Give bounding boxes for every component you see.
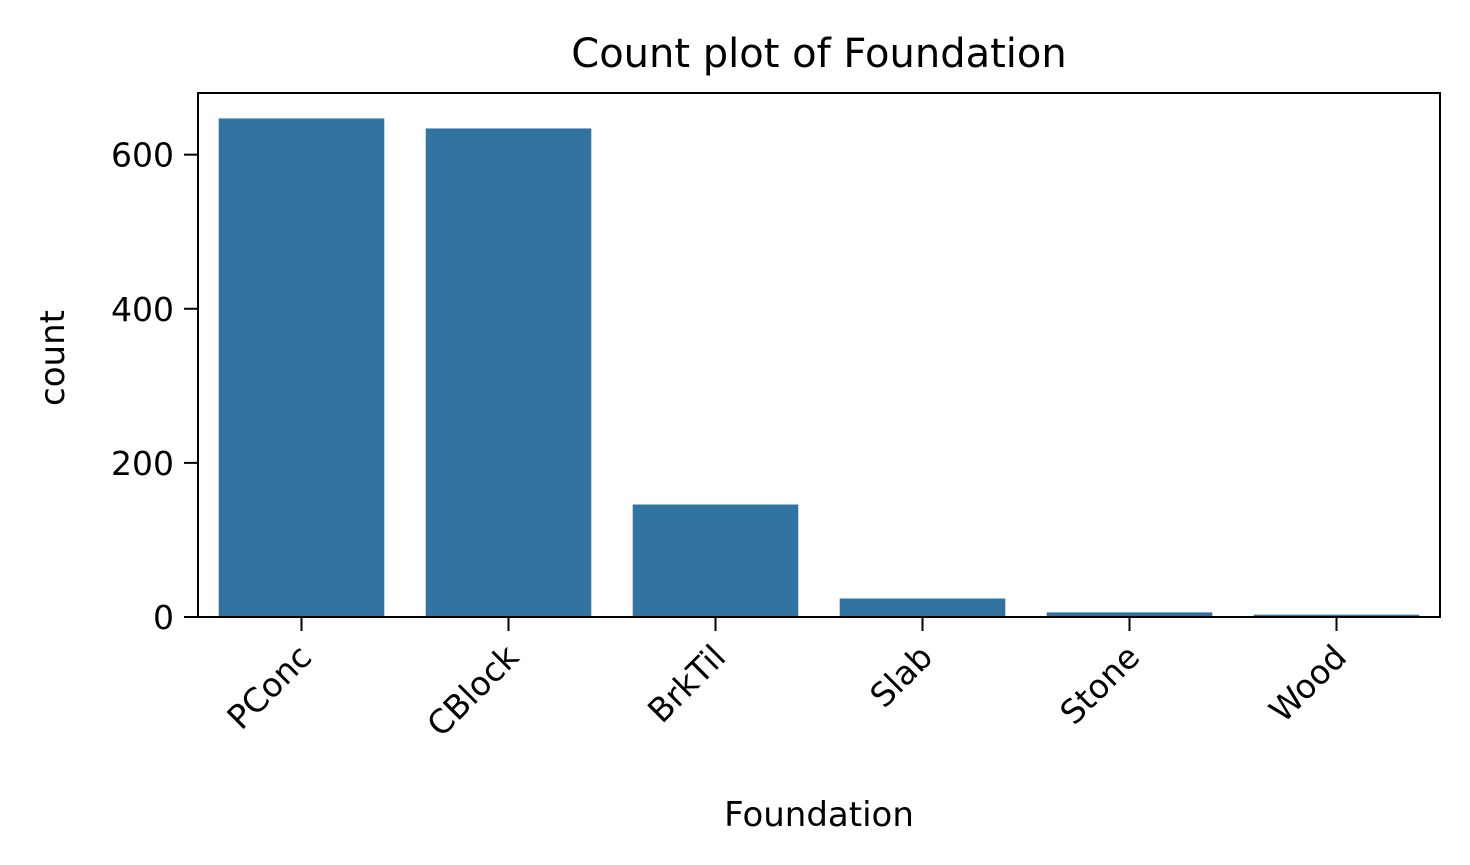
bar-cblock (425, 128, 592, 617)
x-tick-label-brktil: BrkTil (640, 637, 733, 730)
y-tick-label-600: 600 (111, 136, 174, 175)
bar-wood (1253, 614, 1420, 617)
x-axis-label: Foundation (724, 795, 914, 835)
x-tick-label-slab: Slab (862, 637, 940, 715)
chart-title: Count plot of Foundation (571, 31, 1066, 77)
y-tick-label-400: 400 (111, 290, 174, 329)
y-axis-label: count (33, 310, 73, 406)
bars-group (218, 118, 1420, 617)
bar-pconc (218, 118, 385, 617)
bar-stone (1046, 612, 1213, 617)
x-tick-label-stone: Stone (1052, 637, 1147, 732)
y-tick-label-200: 200 (111, 444, 174, 483)
plot-frame (197, 92, 1441, 618)
x-tick-label-cblock: CBlock (419, 636, 527, 744)
x-tick-label-pconc: PConc (219, 637, 319, 737)
y-tick-label-0: 0 (153, 598, 174, 637)
x-axis: PConc CBlock BrkTil Slab Stone Wood (219, 617, 1354, 744)
x-tick-label-wood: Wood (1262, 637, 1355, 730)
y-axis: 0 200 400 600 (111, 136, 198, 637)
bar-brktil (632, 504, 799, 617)
bar-slab (839, 598, 1006, 617)
